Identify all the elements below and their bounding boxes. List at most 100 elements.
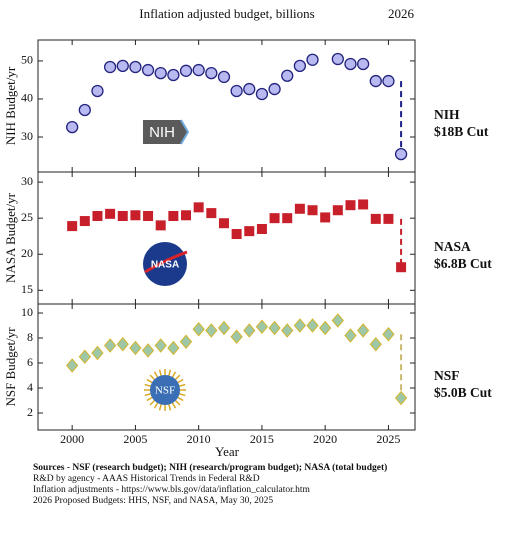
y-tick-label: 25 [21,210,33,224]
x-tick-label: 2025 [376,432,400,446]
marker [320,212,331,223]
marker [154,338,167,353]
marker [382,326,395,342]
marker [394,390,408,406]
annotation: NIH [434,107,460,122]
marker [91,345,104,361]
marker [369,74,382,88]
marker [293,59,307,73]
logo: NIH [143,119,190,145]
logo-text: NASA [151,260,179,271]
marker [345,200,356,211]
y-tick-label: 30 [21,129,33,143]
annotation: $6.8B Cut [434,256,492,271]
logo-shape [150,375,180,405]
marker [129,340,142,356]
marker [268,320,281,336]
logo-ray [178,392,186,397]
marker [217,320,231,336]
marker [332,205,343,216]
logo-ray [171,371,177,379]
marker [167,340,180,356]
y-tick-label: 40 [21,91,33,105]
marker [217,70,231,84]
marker [78,103,91,117]
marker [282,213,293,224]
logo-ray [146,396,154,402]
y-tick-label: 6 [27,355,33,369]
y-tick-label: 8 [27,330,33,344]
logo-ray [174,399,181,406]
marker [370,213,381,224]
logo: NSF [144,369,186,411]
x-axis-label: Year [215,444,240,459]
logo-ray [146,378,154,384]
marker [358,199,369,210]
logo-ray [178,383,186,388]
y-tick-label: 10 [21,305,33,319]
y-tick-label: 30 [21,174,33,188]
x-tick-label: 2010 [187,432,211,446]
marker [319,320,332,336]
note: Sources - NSF (research budget); NIH (re… [33,462,387,473]
logo-ray [171,401,177,409]
marker [269,213,280,224]
y-tick-label: 15 [21,282,33,296]
marker [268,82,281,96]
marker [130,210,141,221]
x-tick-label: 2000 [60,432,84,446]
marker [331,313,344,328]
marker [396,262,407,273]
y-axis-label: NASA Budget/yr [3,192,18,283]
logo-text: NIH [149,124,175,141]
marker [154,66,167,80]
marker [255,319,269,335]
marker [344,328,357,343]
y-tick-label: 2 [27,405,33,419]
marker [331,52,344,66]
marker [206,208,217,219]
y-tick-label: 50 [21,53,33,67]
logo-ray [167,369,172,377]
marker [193,202,204,213]
y-axis-label: NSF Budget/yr [3,327,18,407]
marker [116,59,129,73]
panel-frame [37,303,416,431]
marker [307,205,318,216]
logo-ray [174,374,181,381]
marker [92,211,103,221]
logo-ray [149,399,156,406]
x-tick-label: 2015 [250,432,274,446]
marker [356,57,370,71]
marker [306,53,319,66]
marker [79,216,90,227]
marker [66,358,79,373]
marker [205,323,218,338]
y-tick-label: 20 [21,246,33,260]
marker [244,226,255,237]
logo-shape [143,242,187,286]
marker [103,60,117,74]
marker [369,336,382,352]
marker [168,211,179,221]
marker [117,211,128,221]
marker [394,147,408,161]
annotation: NASA [434,239,471,254]
marker [218,218,229,229]
marker [192,63,205,77]
marker [231,229,242,240]
marker [141,343,155,358]
marker [294,203,305,214]
logo-swoosh [144,250,188,274]
marker [167,68,180,82]
note: Inflation adjustments - https://www.bls.… [33,484,311,495]
marker [344,57,357,71]
marker [281,323,294,338]
logo-ray [176,396,184,402]
x-tick-label: 2020 [313,432,337,446]
annotation: $5.0B Cut [434,385,492,400]
logo-ray [176,378,184,384]
marker [103,338,117,353]
x-tick-label: 2005 [123,432,147,446]
